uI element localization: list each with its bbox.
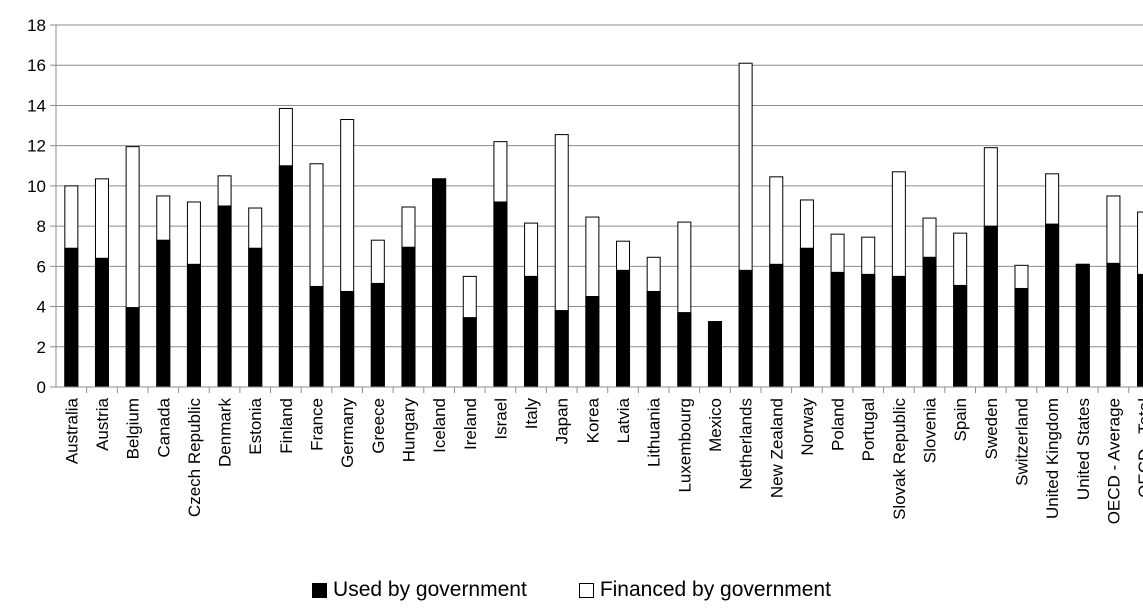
bar-used	[830, 271, 845, 388]
category-label: United States	[1074, 398, 1093, 500]
bar-used	[278, 165, 293, 388]
bar-used	[217, 205, 232, 388]
y-tick-label: 4	[37, 298, 46, 317]
bar-used	[707, 321, 722, 388]
bar-used	[370, 282, 385, 388]
bar-used	[462, 317, 477, 388]
y-tick-label: 16	[27, 56, 46, 75]
legend-swatch-financed	[578, 582, 594, 598]
category-label: Finland	[277, 398, 296, 454]
category-label: Estonia	[246, 397, 265, 454]
bar-used	[891, 275, 906, 388]
bars	[64, 62, 1143, 388]
category-label: Slovenia	[921, 397, 940, 463]
category-label: Denmark	[216, 398, 235, 467]
category-label: Latvia	[614, 397, 633, 443]
bar-used	[677, 312, 692, 388]
bar-used	[125, 307, 140, 388]
category-label: Austria	[93, 397, 112, 450]
bar-used	[738, 269, 753, 388]
category-label: United Kingdom	[1043, 398, 1062, 519]
x-axis: Australia Austria Belgium Canada Czech Repub…	[56, 386, 1143, 524]
category-label: Australia	[62, 397, 81, 464]
bar-used	[769, 263, 784, 388]
y-tick-label: 18	[27, 16, 46, 35]
category-label: Switzerland	[1012, 398, 1031, 486]
gridlines	[56, 24, 1143, 388]
bar-used	[401, 246, 416, 388]
y-tick-label: 14	[27, 96, 46, 115]
chart: 0 2 4 6 8 10 12 14 16 18 Australia Austria Belgium C…	[27, 16, 1143, 524]
bar-used	[493, 201, 508, 388]
y-tick-label: 12	[27, 137, 46, 156]
category-label: Ireland	[461, 398, 480, 450]
bar-used	[340, 290, 355, 388]
category-label: Portugal	[859, 398, 878, 461]
category-label: New Zealand	[767, 398, 786, 498]
legend-label-financed: Financed by government	[599, 578, 831, 601]
bar-used	[1075, 263, 1090, 388]
bar-used	[922, 256, 937, 388]
bar-used	[524, 275, 539, 388]
category-label: Sweden	[982, 398, 1001, 459]
category-label: Belgium	[124, 398, 143, 459]
category-label: Netherlands	[737, 398, 756, 490]
category-label: Japan	[553, 398, 572, 444]
y-axis: 0 2 4 6 8 10 12 14 16 18	[27, 16, 57, 397]
legend-item-used: Used by government	[312, 578, 527, 602]
category-label: Mexico	[706, 398, 725, 452]
category-label: Hungary	[399, 398, 418, 463]
category-label: Lithuania	[645, 397, 664, 467]
y-tick-label: 10	[27, 177, 46, 196]
bar-used	[1014, 287, 1029, 388]
category-label: Canada	[154, 397, 173, 457]
bar-used	[585, 296, 600, 388]
legend-label-used: Used by government	[333, 578, 527, 601]
bar-used	[861, 273, 876, 388]
y-tick-label: 0	[37, 378, 46, 397]
y-tick-label: 8	[37, 217, 46, 236]
legend-swatch-used	[312, 582, 328, 598]
bar-used	[432, 178, 447, 388]
y-tick-label: 6	[37, 257, 46, 276]
bar-used	[953, 284, 968, 388]
category-label: Spain	[951, 398, 970, 441]
y-tick-label: 2	[37, 338, 46, 357]
bar-used	[1045, 223, 1060, 388]
category-label: Poland	[829, 398, 848, 451]
category-label: Germany	[338, 398, 357, 468]
bar-used	[94, 257, 109, 388]
category-label: Israel	[491, 398, 510, 440]
category-label: Norway	[798, 398, 817, 456]
bar-used	[186, 263, 201, 388]
bar-used	[554, 310, 569, 388]
bar-used	[248, 247, 263, 388]
legend-item-financed: Financed by government	[578, 578, 831, 602]
category-label: Czech Republic	[185, 398, 204, 518]
category-label: Luxembourg	[675, 398, 694, 493]
bar-used	[156, 239, 171, 388]
category-label: Greece	[369, 398, 388, 454]
bar-used	[646, 290, 661, 388]
category-label: Italy	[522, 398, 541, 430]
bar-used	[616, 269, 631, 388]
legend: Used by government Financed by governmen…	[0, 578, 1143, 602]
category-label: Slovak Republic	[890, 398, 909, 520]
bar-used	[64, 247, 79, 388]
category-label: France	[308, 398, 327, 451]
bar-used	[983, 225, 998, 388]
category-label: OECD - Average	[1104, 398, 1123, 524]
category-label: Iceland	[430, 398, 449, 453]
bar-used	[1137, 273, 1143, 388]
bar-used	[1106, 262, 1121, 388]
category-label: Korea	[583, 397, 602, 443]
bar-used	[799, 247, 814, 388]
bar-used	[309, 285, 324, 388]
category-label: OECD - Total	[1135, 398, 1143, 498]
